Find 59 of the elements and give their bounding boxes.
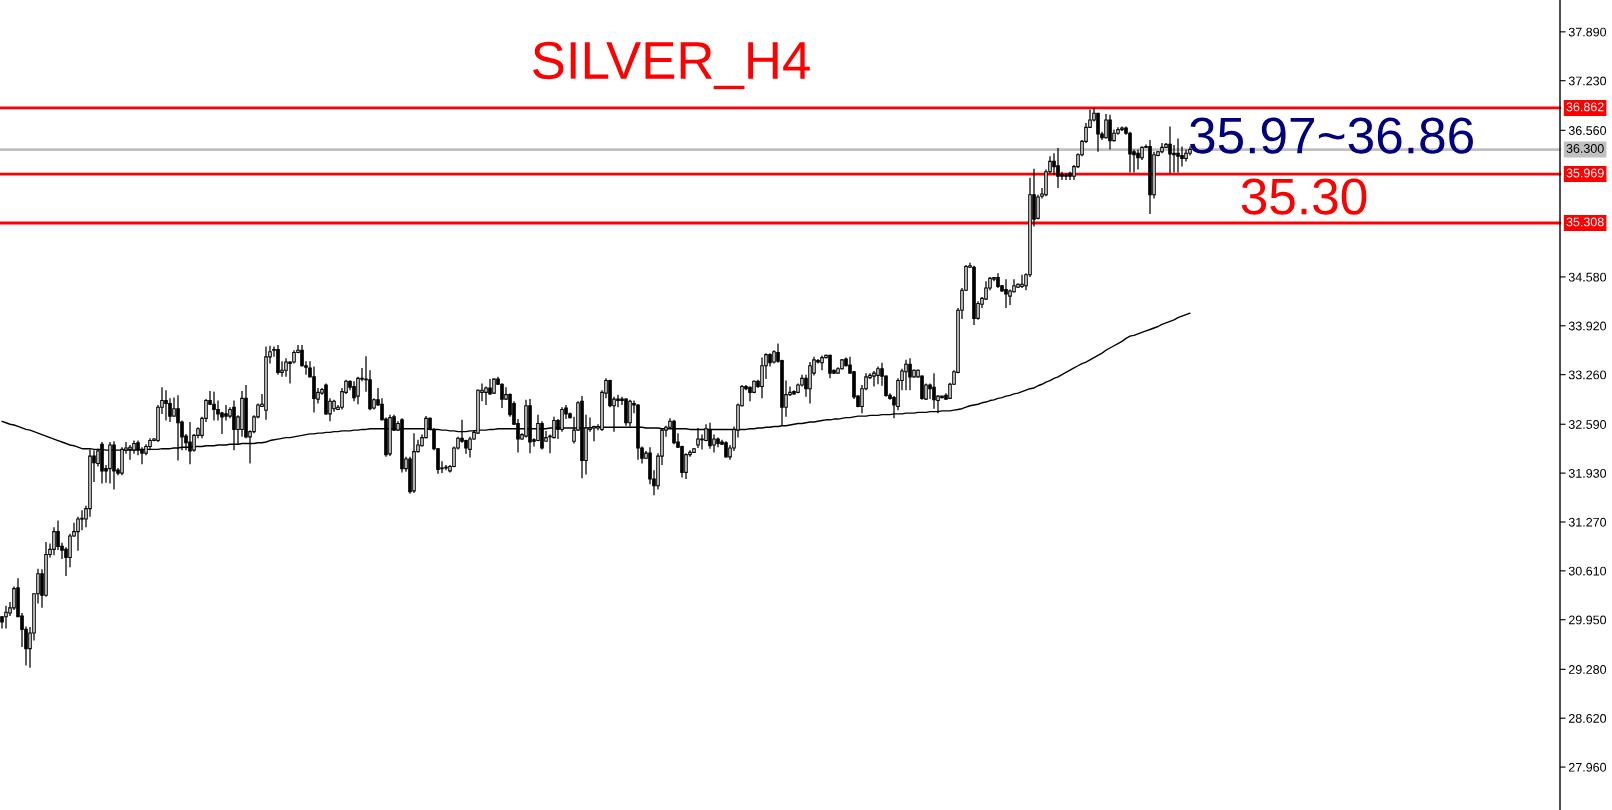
candlestick xyxy=(468,436,472,459)
candlestick xyxy=(1104,113,1108,140)
candlestick xyxy=(1004,278,1008,309)
y-tick-label: 32.590 xyxy=(1568,420,1607,429)
candlestick xyxy=(444,464,448,471)
candlestick xyxy=(616,394,620,408)
candlestick xyxy=(164,389,168,422)
y-tick-label: 27.960 xyxy=(1568,762,1607,772)
y-tick-label: 37.230 xyxy=(1568,76,1607,86)
y-tick-label: 31.270 xyxy=(1568,517,1607,527)
candlestick xyxy=(872,370,876,388)
candlestick xyxy=(672,419,676,445)
y-tick-label: 36.560 xyxy=(1568,126,1607,135)
candlestick xyxy=(1056,147,1060,189)
candlestick xyxy=(80,509,84,531)
annotation: 35.97~36.86 xyxy=(1189,117,1473,154)
candlestick xyxy=(748,385,752,402)
candlestick xyxy=(1176,137,1180,174)
candlestick xyxy=(920,374,924,401)
candlestick xyxy=(628,399,632,428)
y-tick-label: 30.610 xyxy=(1568,566,1607,576)
candlestick xyxy=(276,344,280,376)
candlestick xyxy=(352,380,356,402)
ref-line-label: 36.862 xyxy=(1566,102,1604,112)
text: 35.30 xyxy=(1241,178,1367,215)
candlestick xyxy=(1136,148,1140,171)
y-tick-label: 29.280 xyxy=(1568,665,1607,674)
candlestick xyxy=(904,359,908,391)
candlestick xyxy=(1020,274,1024,289)
candlestick xyxy=(820,354,824,371)
ref-line-label: 35.308 xyxy=(1566,217,1604,227)
y-tick-label: 33.260 xyxy=(1568,370,1607,380)
candlestick xyxy=(760,356,764,399)
ref-line-label: 36.300 xyxy=(1566,144,1604,153)
candlestick xyxy=(224,404,228,422)
y-tick-label: 34.580 xyxy=(1568,272,1607,282)
y-tick-label: 37.890 xyxy=(1568,27,1607,37)
ref-line-label: 35.969 xyxy=(1566,168,1604,178)
text: SILVER_H4 xyxy=(533,41,810,90)
candlestick xyxy=(312,365,316,414)
y-tick-label: 28.620 xyxy=(1568,713,1607,723)
y-tick-label: 31.930 xyxy=(1568,468,1607,478)
candlestick xyxy=(484,385,488,406)
y-tick-label: 29.950 xyxy=(1568,615,1607,625)
candlestick xyxy=(1128,131,1132,174)
candlestick xyxy=(624,397,628,427)
candlestick xyxy=(212,391,216,422)
candlestick xyxy=(808,361,812,405)
candlestick xyxy=(1108,114,1112,151)
candlestick xyxy=(1172,144,1176,174)
candlestick xyxy=(500,382,504,409)
candlestick xyxy=(4,605,8,630)
candlestick xyxy=(932,372,936,410)
candlestick xyxy=(876,365,880,385)
candlestick xyxy=(1168,125,1172,174)
candlestick xyxy=(1096,112,1100,153)
y-tick-label: 33.920 xyxy=(1568,321,1607,331)
candlestick xyxy=(908,357,912,391)
candlestick xyxy=(1064,172,1068,181)
